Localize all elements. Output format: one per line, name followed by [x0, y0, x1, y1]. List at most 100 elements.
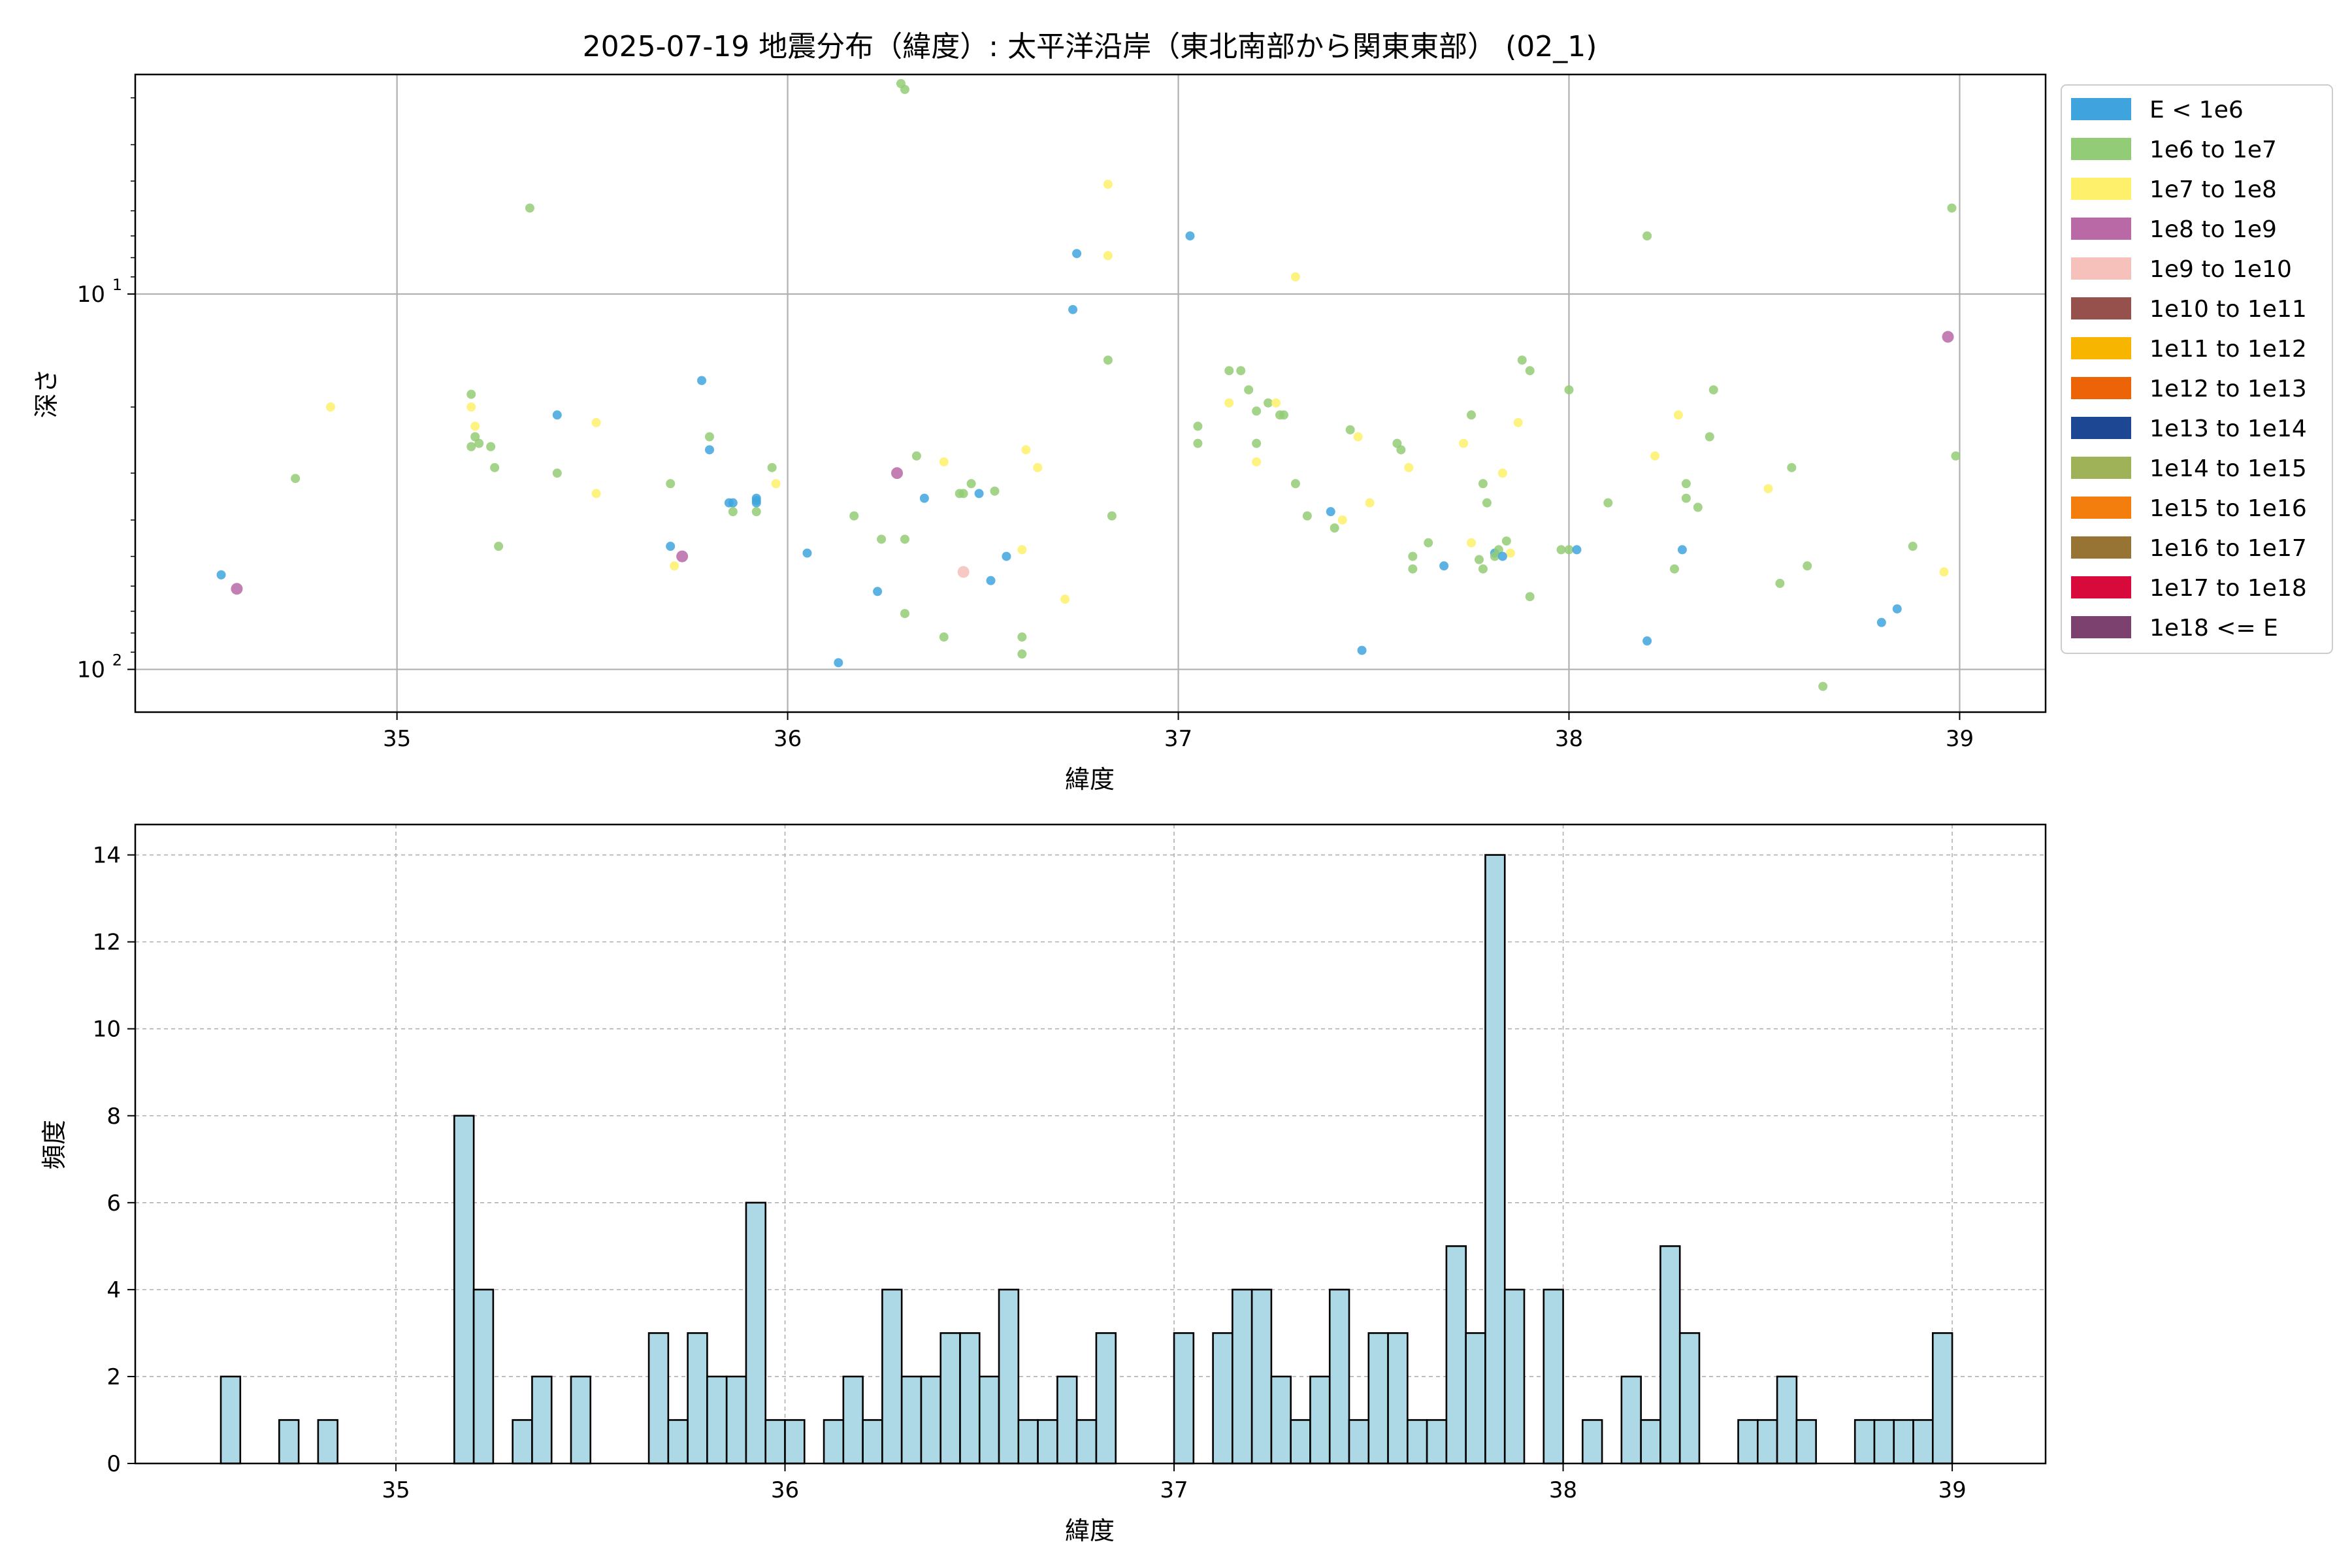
- histogram-bar: [1328, 1288, 1350, 1465]
- scatter-point: [1185, 231, 1195, 241]
- scatter-point: [1775, 578, 1785, 588]
- histogram-bar: [1075, 1419, 1098, 1465]
- histogram-bar: [862, 1419, 883, 1465]
- scatter-point: [1193, 438, 1203, 448]
- scatter-title: 2025-07-19 地震分布（緯度）: 太平洋沿岸（東北南部から関東東部） (…: [583, 30, 1597, 63]
- scatter-point: [1337, 515, 1347, 525]
- histogram-bar: [1640, 1419, 1661, 1465]
- legend-label: 1e9 to 1e10: [2149, 256, 2292, 283]
- scatter-point: [1017, 632, 1027, 642]
- scatter-point: [986, 576, 996, 585]
- scatter-xtick-label: 37: [1164, 726, 1192, 752]
- scatter-point: [1193, 421, 1203, 431]
- histogram-ytick-label: 0: [106, 1451, 121, 1477]
- legend-label: 1e10 to 1e11: [2149, 296, 2307, 323]
- histogram-xlabel: 緯度: [1065, 1516, 1115, 1545]
- scatter-ytick-exponent: 2: [112, 651, 122, 670]
- scatter-ytick-label: 10: [77, 282, 105, 308]
- scatter-point: [1252, 438, 1262, 448]
- scatter-point: [966, 479, 976, 489]
- legend-swatch: [2071, 297, 2131, 319]
- scatter-point: [849, 511, 859, 521]
- scatter-point: [834, 658, 843, 668]
- histogram-bar: [1678, 1332, 1701, 1465]
- scatter-point: [1365, 498, 1375, 508]
- histogram-xtick-label: 36: [771, 1477, 799, 1503]
- scatter-point: [939, 632, 949, 642]
- scatter-point: [771, 479, 781, 489]
- legend-frame: [2061, 84, 2333, 654]
- scatter-point: [1572, 545, 1582, 555]
- scatter-point: [1408, 551, 1418, 561]
- scatter-point: [676, 550, 689, 563]
- scatter-point: [1236, 366, 1246, 376]
- scatter-point: [767, 463, 777, 472]
- legend-label: 1e13 to 1e14: [2149, 416, 2307, 442]
- scatter-point: [231, 583, 243, 595]
- scatter-point: [1474, 555, 1484, 564]
- legend-swatch: [2071, 218, 2131, 240]
- scatter-point: [1103, 355, 1113, 365]
- histogram-bar: [687, 1332, 708, 1465]
- legend-swatch: [2071, 616, 2131, 638]
- scatter-point: [1517, 355, 1527, 365]
- histogram-bar: [998, 1288, 1020, 1465]
- scatter-point: [1564, 545, 1574, 555]
- scatter-point: [1708, 385, 1718, 395]
- scatter-point: [958, 489, 968, 498]
- histogram-xtick-label: 39: [1938, 1477, 1966, 1503]
- scatter-point: [1478, 564, 1488, 574]
- legend-label: 1e15 to 1e16: [2149, 495, 2307, 522]
- histogram-bar: [1543, 1288, 1564, 1465]
- scatter-point: [919, 493, 929, 503]
- scatter-point: [1681, 493, 1691, 503]
- legend-label: 1e12 to 1e13: [2149, 376, 2307, 402]
- scatter-point: [1947, 203, 1957, 213]
- scatter-point: [1252, 457, 1262, 466]
- histogram-bar: [1503, 1288, 1526, 1465]
- histogram-bar: [1893, 1419, 1914, 1465]
- scatter-point: [1357, 645, 1367, 655]
- histogram-bar: [667, 1419, 689, 1465]
- scatter-point: [474, 438, 484, 448]
- scatter-point: [1467, 410, 1477, 420]
- legend-label: 1e18 <= E: [2149, 615, 2278, 642]
- scatter-point: [1951, 451, 1961, 461]
- histogram-bar: [1465, 1332, 1486, 1465]
- legend-label: 1e8 to 1e9: [2149, 216, 2277, 243]
- legend-swatch: [2071, 417, 2131, 439]
- scatter-ytick-exponent: 1: [112, 276, 122, 294]
- scatter-point: [1068, 304, 1078, 314]
- histogram-bar: [1776, 1375, 1798, 1465]
- legend-label: 1e17 to 1e18: [2149, 575, 2307, 602]
- scatter-point: [494, 542, 504, 551]
- histogram-bar: [823, 1419, 845, 1465]
- scatter-point: [900, 609, 909, 619]
- legend-swatch: [2071, 257, 2131, 280]
- scatter-point: [751, 507, 761, 517]
- scatter-point: [1497, 551, 1507, 561]
- scatter-point: [1103, 251, 1113, 261]
- scatter-point: [325, 402, 335, 412]
- histogram-bar: [842, 1375, 864, 1465]
- histogram-ytick-label: 14: [93, 843, 121, 869]
- scatter-point: [1677, 545, 1687, 555]
- scatter-point: [291, 474, 301, 483]
- histogram-bar: [1348, 1419, 1370, 1465]
- scatter-point: [1252, 406, 1262, 416]
- legend-swatch: [2071, 98, 2131, 120]
- scatter-point: [1404, 463, 1414, 472]
- scatter-point: [1107, 511, 1117, 521]
- histogram-ytick-label: 10: [93, 1017, 121, 1043]
- scatter-point: [486, 442, 496, 451]
- histogram-grid: [135, 825, 2046, 1464]
- histogram-bar: [278, 1419, 300, 1465]
- scatter-point: [1290, 272, 1300, 282]
- legend-swatch: [2071, 576, 2131, 598]
- histogram-bar: [1407, 1419, 1428, 1465]
- legend-entries: E < 1e6 1e6 to 1e7 1e7 to 1e8 1e8 to 1e9 1e9…: [2071, 97, 2307, 642]
- scatter-point: [1060, 595, 1070, 604]
- scatter-xtick-label: 36: [774, 726, 802, 752]
- histogram-bar: [1270, 1375, 1292, 1465]
